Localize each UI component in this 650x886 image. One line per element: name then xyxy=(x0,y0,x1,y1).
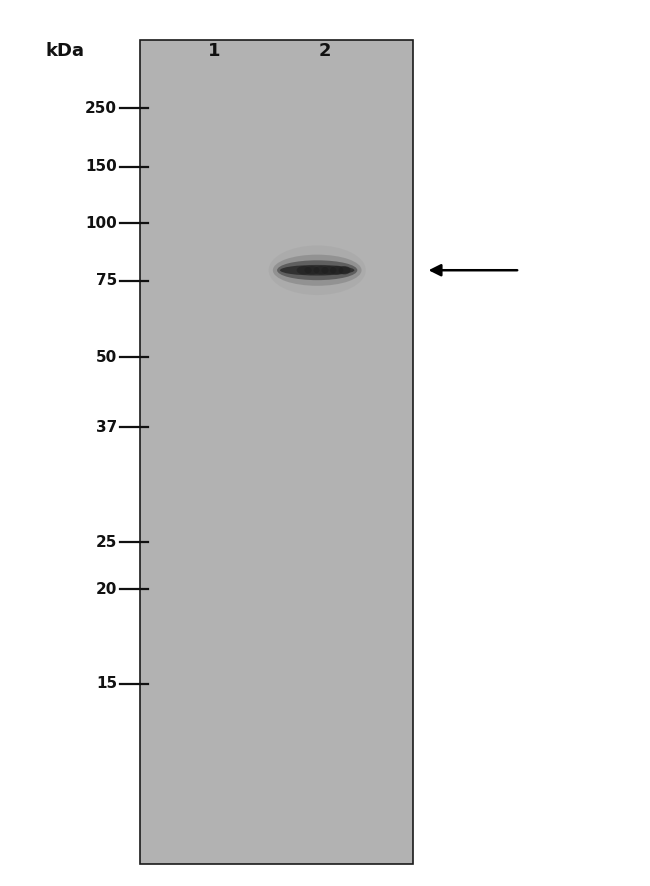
Ellipse shape xyxy=(268,245,366,295)
Ellipse shape xyxy=(273,254,361,286)
Text: 25: 25 xyxy=(96,535,117,549)
Text: 100: 100 xyxy=(85,216,117,230)
Ellipse shape xyxy=(321,266,337,275)
Ellipse shape xyxy=(304,266,320,275)
Text: 37: 37 xyxy=(96,420,117,434)
Bar xyxy=(140,40,413,864)
Ellipse shape xyxy=(313,266,329,275)
Text: 50: 50 xyxy=(96,350,117,364)
Ellipse shape xyxy=(330,266,343,275)
Ellipse shape xyxy=(339,266,350,275)
Ellipse shape xyxy=(277,260,358,280)
Ellipse shape xyxy=(280,265,354,276)
Text: 20: 20 xyxy=(96,582,117,596)
Text: 1: 1 xyxy=(208,43,221,60)
Ellipse shape xyxy=(296,266,312,275)
Text: 75: 75 xyxy=(96,274,117,288)
Text: 15: 15 xyxy=(96,677,117,691)
Text: 250: 250 xyxy=(85,101,117,115)
Text: kDa: kDa xyxy=(46,43,84,60)
Text: 150: 150 xyxy=(85,159,117,174)
Text: 2: 2 xyxy=(318,43,332,60)
